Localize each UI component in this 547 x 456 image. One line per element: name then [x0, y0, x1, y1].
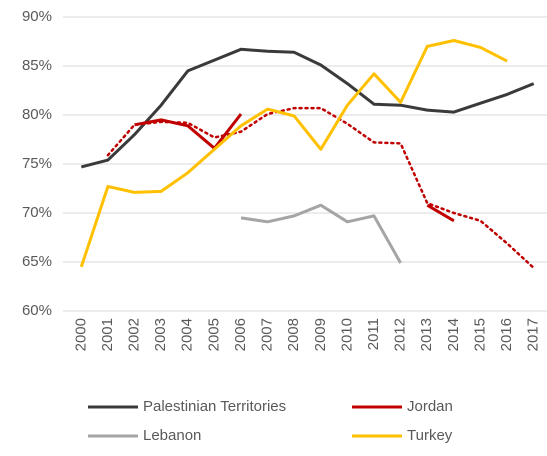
y-tick-label: 65% [22, 253, 52, 270]
x-tick-label: 2008 [285, 318, 302, 351]
series-line [134, 113, 455, 223]
y-tick-label: 85% [22, 57, 52, 74]
x-tick-label: 2003 [152, 318, 169, 351]
x-tick-label: 2014 [445, 318, 462, 351]
x-tick-label: 2009 [312, 318, 329, 351]
y-tick-label: 60% [22, 302, 52, 319]
x-tick-label: 2005 [205, 318, 222, 351]
x-tick-label: 2012 [392, 318, 409, 351]
series-line [106, 106, 535, 270]
x-tick-label: 2013 [418, 318, 435, 351]
x-tick-label: 2017 [525, 318, 542, 351]
y-tick-label: 80% [22, 106, 52, 123]
x-tick-label: 2010 [338, 318, 355, 351]
legend-label: Jordan [407, 398, 453, 415]
series-line [79, 39, 508, 268]
legend-label: Turkey [407, 427, 453, 444]
y-tick-label: 70% [22, 204, 52, 221]
x-tick-label: 2007 [259, 318, 276, 351]
x-tick-label: 2000 [72, 318, 89, 351]
x-tick-label: 2004 [179, 318, 196, 351]
series-line [240, 203, 402, 264]
y-tick-label: 75% [22, 155, 52, 172]
y-tick-label: 90% [22, 8, 52, 25]
x-tick-label: 2016 [498, 318, 515, 351]
x-tick-label: 2011 [365, 318, 382, 350]
series-line [80, 47, 535, 169]
x-tick-label: 2002 [125, 318, 142, 351]
x-tick-label: 2001 [99, 318, 116, 351]
legend-label: Palestinian Territories [143, 398, 286, 415]
legend-label: Lebanon [143, 427, 201, 444]
x-tick-label: 2015 [471, 318, 488, 351]
x-tick-label: 2006 [232, 318, 249, 351]
